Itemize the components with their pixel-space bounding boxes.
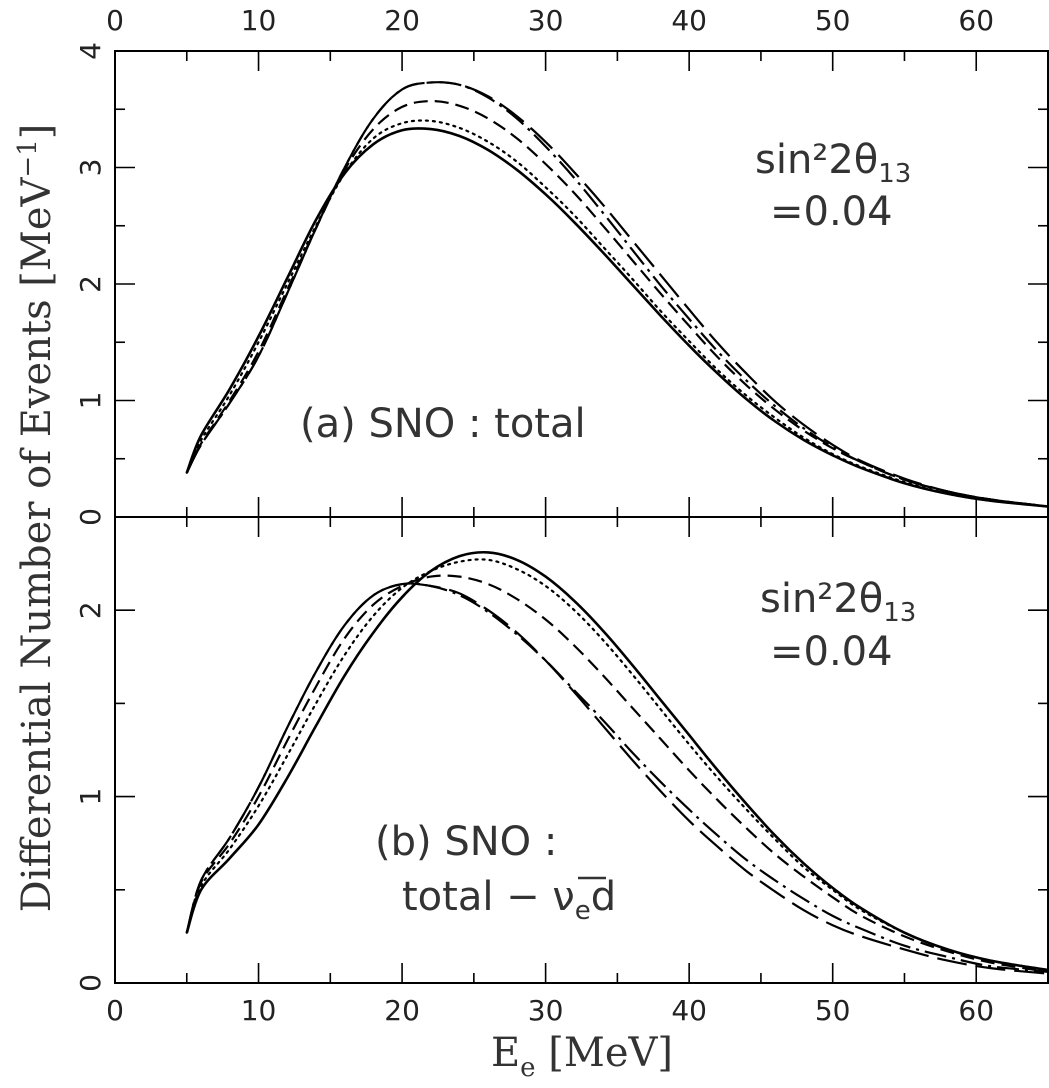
series-line-dashdot-panel-b (185, 582, 1049, 973)
panel-b-param-prefix: sin²2θ (760, 576, 883, 622)
panel-b-frame (114, 516, 1049, 984)
ticks-layer (114, 50, 1049, 984)
x-tick-label-bottom: 60 (958, 994, 994, 1027)
y-axis-title-sup: −1 (13, 139, 43, 177)
x-axis-title-unit: [MeV] (536, 1030, 673, 1076)
panel-b-param-sub: 13 (883, 598, 916, 628)
x-tick-label-top: 0 (106, 4, 124, 37)
y-axis-title: Differential Number of Events [MeV−1] (13, 124, 60, 913)
panel-b-label-line2: total − νed (402, 874, 616, 926)
panel-b-label-nu: ν (552, 874, 574, 920)
curves-layer (185, 81, 1049, 975)
y-axis-title-close: ] (14, 124, 60, 140)
x-tick-label-bottom: 20 (384, 994, 420, 1027)
series-line-solid-panel-a (185, 127, 1049, 508)
y-tick-label: 1 (74, 788, 107, 806)
x-tick-label-bottom: 10 (241, 994, 277, 1027)
x-tick-label-top: 20 (384, 4, 420, 37)
x-axis-title: Ee [MeV] (491, 1030, 673, 1083)
panel-b-param: sin²2θ13 (760, 576, 916, 628)
panel-b-label-nu-sub: e (575, 896, 591, 926)
panel-b-param-value: =0.04 (770, 629, 893, 675)
x-tick-label-top: 60 (958, 4, 994, 37)
y-tick-label: 2 (74, 275, 107, 293)
series-line-dotted-panel-b (185, 558, 1049, 972)
series-line-dashed-panel-a (185, 99, 1049, 508)
x-tick-label-top: 40 (671, 4, 707, 37)
x-axis-title-main: E (491, 1030, 520, 1076)
series-line-longdash-panel-b (185, 582, 1049, 975)
x-tick-label-top: 50 (815, 4, 851, 37)
panel-a-param-prefix: sin²2θ (755, 137, 878, 183)
panel-b-label-total: total − (402, 874, 552, 920)
y-tick-label: 3 (74, 159, 107, 177)
x-tick-label-bottom: 40 (671, 994, 707, 1027)
panel-a-frame (114, 50, 1049, 518)
x-tick-label-top: 10 (241, 4, 277, 37)
series-line-dashdot-panel-a (185, 81, 1049, 508)
panel-a-param-value: =0.04 (770, 189, 893, 235)
y-tick-label: 4 (74, 42, 107, 60)
y-tick-label: 1 (74, 392, 107, 410)
y-axis-title-main: Differential Number of Events [MeV (14, 176, 60, 912)
series-line-solid-panel-b (185, 550, 1049, 972)
x-axis-title-sub: e (520, 1053, 535, 1083)
x-tick-label-top: 30 (528, 4, 564, 37)
y-tick-label: 0 (74, 508, 107, 526)
panel-b-label-line1: (b) SNO : (375, 819, 557, 865)
series-line-longdash-panel-a (185, 81, 1049, 508)
panel-a-param: sin²2θ13 (755, 137, 911, 189)
y-tick-label: 2 (74, 601, 107, 619)
x-tick-label-bottom: 30 (528, 994, 564, 1027)
x-tick-label-bottom: 50 (815, 994, 851, 1027)
panel-a-label: (a) SNO : total (300, 401, 586, 447)
panel-a-param-sub: 13 (878, 159, 911, 189)
series-line-dashed-panel-b (185, 574, 1049, 973)
x-tick-label-bottom: 0 (106, 994, 124, 1027)
y-tick-label: 0 (74, 974, 107, 992)
series-line-dotted-panel-a (185, 119, 1049, 508)
panel-b-label-d: d (591, 874, 616, 920)
